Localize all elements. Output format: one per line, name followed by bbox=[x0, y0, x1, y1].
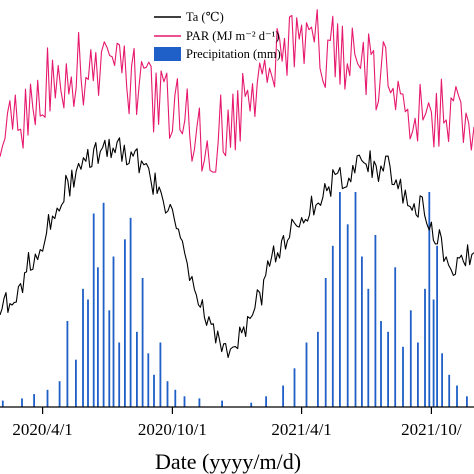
precipitation-bar bbox=[92, 213, 95, 407]
precipitation-bar bbox=[97, 267, 99, 408]
precipitation-bar bbox=[361, 256, 363, 407]
precipitation-bar bbox=[374, 235, 377, 407]
precipitation-bar bbox=[1, 400, 4, 408]
precipitation-bar bbox=[183, 396, 186, 408]
precipitation-bar bbox=[46, 389, 49, 407]
precipitation-bar bbox=[166, 381, 169, 407]
precipitation-bar bbox=[250, 402, 253, 407]
precipitation-bar bbox=[124, 239, 126, 407]
precipitation-bar bbox=[387, 331, 389, 408]
precipitation-bar bbox=[436, 245, 438, 408]
x-tick-label: 2020/10/1 bbox=[138, 420, 207, 439]
precipitation-bar bbox=[21, 398, 23, 407]
precipitation-bar bbox=[324, 278, 327, 407]
precipitation-bar bbox=[82, 288, 84, 408]
precipitation-bar bbox=[305, 342, 308, 407]
x-axis-title: Date (yyyy/m/d) bbox=[155, 449, 301, 474]
x-tick-label: 2021/10/ bbox=[401, 420, 462, 439]
precipitation-bar bbox=[33, 394, 35, 407]
ta-series bbox=[0, 137, 474, 359]
precipitation-bar bbox=[147, 353, 150, 408]
series-line bbox=[0, 137, 474, 359]
precipitation-bar bbox=[159, 342, 162, 407]
precipitation-bar bbox=[409, 310, 412, 408]
precipitation-bar bbox=[367, 288, 370, 408]
series-line bbox=[0, 9, 474, 173]
precipitation-bar bbox=[380, 321, 382, 407]
precipitation-bar bbox=[424, 288, 426, 408]
precipitation-bar bbox=[58, 381, 61, 407]
precipitation-bar bbox=[87, 299, 89, 407]
precipitation-bar bbox=[153, 374, 155, 408]
precipitation-bar bbox=[466, 396, 468, 408]
x-tick-label: 2020/4/1 bbox=[12, 420, 72, 439]
x-tick-label: 2021/4/1 bbox=[271, 420, 331, 439]
precipitation-bar bbox=[221, 400, 223, 408]
precipitation-bar bbox=[265, 396, 267, 408]
legend-par-label: PAR (MJ m⁻² d⁻¹) bbox=[186, 29, 280, 43]
precipitation-bar bbox=[331, 245, 334, 408]
precipitation-bar bbox=[394, 267, 397, 408]
x-axis-ticks: 2020/4/1 2020/10/1 2021/4/1 2021/10/ bbox=[12, 407, 462, 439]
precipitation-bar bbox=[136, 331, 138, 408]
precipitation-bar bbox=[441, 353, 443, 408]
precipitation-bar bbox=[75, 359, 77, 407]
precipitation-bar bbox=[448, 374, 451, 408]
precipitation-bar bbox=[456, 385, 458, 407]
precipitation-bar bbox=[129, 217, 132, 407]
precipitation-bar bbox=[174, 389, 177, 407]
precipitation-bar bbox=[354, 192, 357, 407]
precipitation-bar bbox=[198, 398, 201, 407]
legend-precip-swatch bbox=[154, 47, 181, 61]
precipitation-bar bbox=[293, 368, 296, 407]
precipitation-bar bbox=[339, 192, 341, 407]
precipitation-bar bbox=[112, 256, 115, 407]
precipitation-bar bbox=[108, 310, 111, 408]
legend-ta-label: Ta (℃) bbox=[186, 10, 224, 24]
par-series bbox=[0, 9, 474, 173]
legend: Ta (℃) PAR (MJ m⁻² d⁻¹) Precipitation (m… bbox=[154, 10, 281, 61]
precipitation-bar bbox=[317, 331, 319, 408]
legend-precip-label: Precipitation (mm) bbox=[186, 47, 281, 61]
precipitation-bar bbox=[417, 342, 419, 407]
precipitation-bar bbox=[118, 342, 121, 407]
precipitation-bar bbox=[282, 385, 284, 407]
precipitation-bar bbox=[102, 202, 105, 408]
precipitation-bar bbox=[141, 278, 144, 407]
precipitation-bar bbox=[346, 224, 349, 408]
precipitation-bars bbox=[1, 192, 468, 408]
precipitation-bar bbox=[428, 192, 431, 407]
precipitation-bar bbox=[66, 321, 69, 407]
precipitation-bar bbox=[432, 299, 435, 407]
precipitation-bar bbox=[402, 346, 404, 407]
